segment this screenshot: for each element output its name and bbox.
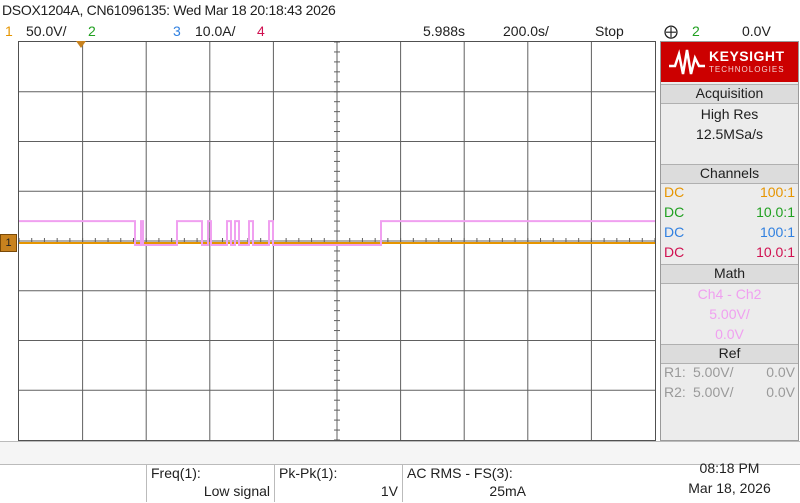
- math-offset: 0.0V: [715, 326, 744, 342]
- ref-scale: 5.00V/: [693, 364, 734, 380]
- measurement-divider: [0, 441, 800, 465]
- channel-coupling: DC: [664, 204, 685, 220]
- math-header[interactable]: Math: [661, 264, 798, 284]
- ch3-scale[interactable]: 10.0A/: [195, 23, 236, 39]
- ch1-ground-marker[interactable]: 1: [0, 234, 17, 252]
- channels-header[interactable]: Channels: [661, 164, 798, 184]
- acquisition-rate: 12.5MSa/s: [696, 126, 763, 142]
- measurement-value: 25mA: [489, 483, 526, 499]
- math-expression: Ch4 - Ch2: [697, 286, 762, 302]
- ref-offset: 0.0V: [766, 384, 795, 400]
- side-panel: KEYSIGHT TECHNOLOGIES Acquisition High R…: [660, 41, 799, 441]
- ref-offset: 0.0V: [766, 364, 795, 380]
- channel-row[interactable]: DC 100:1: [664, 184, 795, 204]
- ref-row[interactable]: R1: 5.00V/0.0V: [664, 364, 795, 384]
- trigger-edge-icon[interactable]: ⨁: [664, 23, 678, 39]
- time-scale[interactable]: 200.0s/: [503, 23, 549, 39]
- measurement-name: AC RMS - FS(3):: [407, 465, 513, 481]
- logo-brand: KEYSIGHT: [709, 48, 785, 64]
- ref-row[interactable]: R2: 5.00V/0.0V: [664, 384, 795, 404]
- measurement-freq[interactable]: Freq(1): Low signal: [146, 464, 274, 502]
- ch1-scale[interactable]: 50.0V/: [26, 23, 67, 39]
- channel-probe-ratio: 10.0:1: [756, 244, 795, 260]
- math-scale: 5.00V/: [709, 306, 750, 322]
- window-title: DSOX1204A, CN61096135: Wed Mar 18 20:18:…: [2, 2, 336, 18]
- run-state[interactable]: Stop: [595, 23, 624, 39]
- ch3-number[interactable]: 3: [173, 23, 181, 39]
- ref-name: R1:: [664, 364, 686, 380]
- ref-header[interactable]: Ref: [661, 344, 798, 364]
- ch1-number[interactable]: 1: [5, 23, 13, 39]
- channel-probe-ratio: 100:1: [759, 184, 795, 200]
- channel-coupling: DC: [664, 244, 685, 260]
- clock: 08:18 PM Mar 18, 2026: [660, 458, 799, 498]
- measurement-value: Low signal: [203, 483, 270, 499]
- channel-coupling: DC: [664, 224, 685, 240]
- channel-row[interactable]: DC 10.0:1: [664, 204, 795, 224]
- trigger-position-marker[interactable]: [76, 41, 86, 48]
- trigger-source[interactable]: 2: [692, 23, 700, 39]
- channel-row[interactable]: DC 100:1: [664, 224, 795, 244]
- measurement-name: Freq(1):: [151, 465, 201, 481]
- keysight-logo: KEYSIGHT TECHNOLOGIES: [661, 42, 798, 82]
- channel-probe-ratio: 100:1: [759, 224, 795, 240]
- status-bar: 1 50.0V/ 2 3 10.0A/ 4 5.988s 200.0s/ Sto…: [0, 21, 800, 41]
- acquisition-header[interactable]: Acquisition: [661, 84, 798, 104]
- math-trace: [19, 220, 655, 246]
- trigger-level[interactable]: 0.0V: [742, 23, 771, 39]
- ref-scale: 5.00V/: [693, 384, 734, 400]
- measurement-pkpk[interactable]: Pk-Pk(1): 1V: [274, 464, 402, 502]
- ch4-number[interactable]: 4: [257, 23, 265, 39]
- ref-name: R2:: [664, 384, 686, 400]
- waveform-grid: [19, 42, 655, 440]
- channel-probe-ratio: 10.0:1: [756, 204, 795, 220]
- channel-row[interactable]: DC 10.0:1: [664, 244, 795, 264]
- channel-coupling: DC: [664, 184, 685, 200]
- keysight-wave-icon: [669, 49, 705, 75]
- measurement-value: 1V: [380, 483, 398, 499]
- waveform-display[interactable]: [18, 41, 656, 441]
- measurement-name: Pk-Pk(1):: [279, 465, 338, 481]
- ch2-number[interactable]: 2: [88, 23, 96, 39]
- logo-subtitle: TECHNOLOGIES: [709, 65, 785, 74]
- clock-date: Mar 18, 2026: [688, 480, 771, 496]
- acquisition-mode: High Res: [700, 106, 759, 122]
- measurement-acrms[interactable]: AC RMS - FS(3): 25mA: [402, 464, 530, 502]
- time-position[interactable]: 5.988s: [423, 23, 466, 39]
- clock-time: 08:18 PM: [699, 460, 760, 476]
